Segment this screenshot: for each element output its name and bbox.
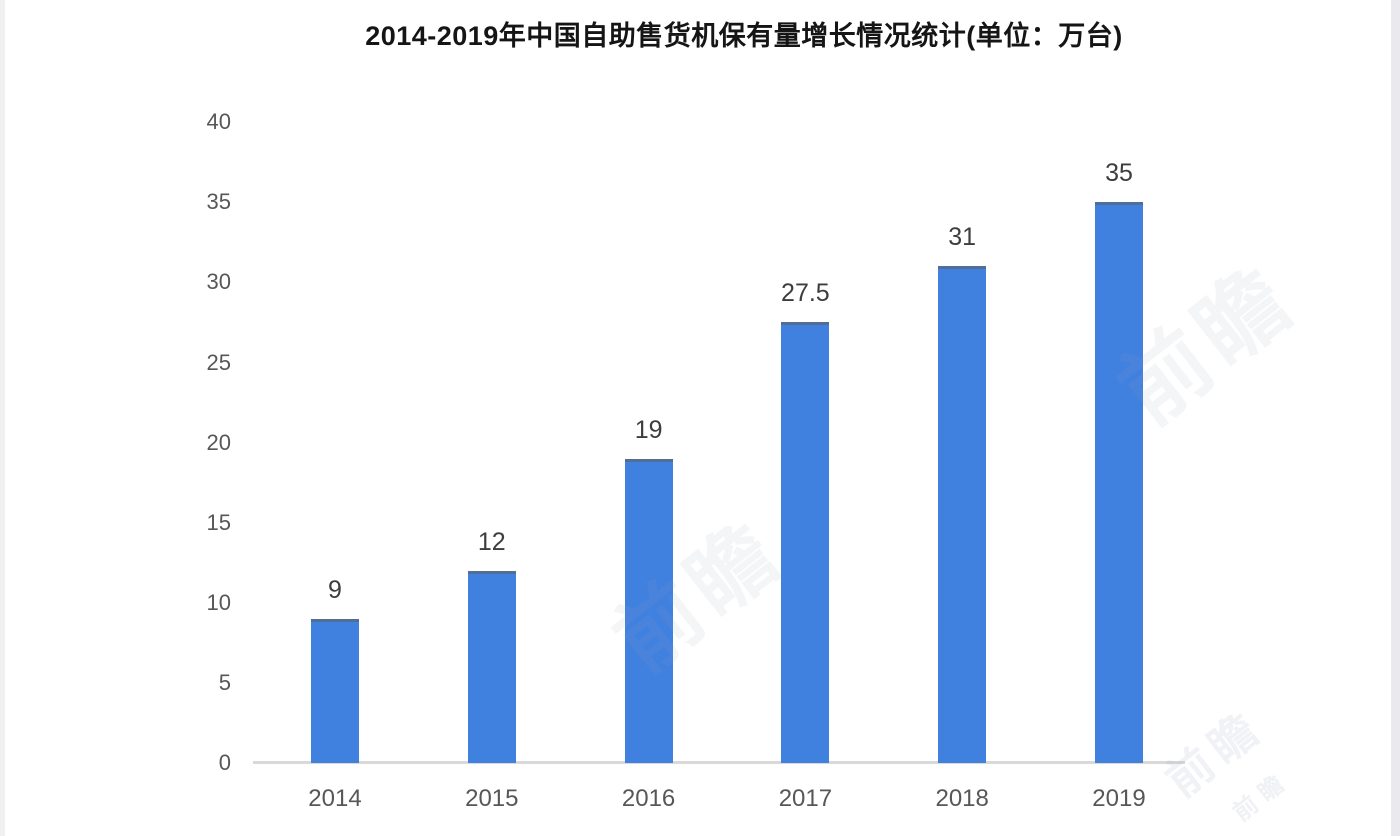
- bar-value-label: 9: [328, 575, 342, 604]
- left-edge-shade: [0, 0, 5, 836]
- watermark: 前瞻: [1228, 766, 1296, 827]
- chart-title: 2014-2019年中国自助售货机保有量增长情况统计(单位：万台): [365, 21, 1123, 51]
- bar-value-label: 19: [634, 415, 663, 444]
- y-axis-tick-label: 15: [206, 509, 231, 535]
- y-axis-tick-label: 5: [218, 669, 231, 695]
- y-axis-tick-label: 35: [206, 189, 231, 215]
- bar-2019: [1095, 202, 1143, 763]
- y-axis-tick-label: 40: [206, 109, 231, 135]
- bar-2016: [624, 458, 673, 763]
- x-axis-label: 2016: [621, 785, 676, 812]
- y-axis-tick-label: 25: [206, 349, 231, 375]
- y-axis-tick-label: 30: [206, 269, 231, 295]
- bar-2018: [938, 266, 987, 763]
- bar-value-label: 35: [1105, 159, 1133, 188]
- bar-2015: [467, 570, 516, 763]
- x-axis-label: 2015: [465, 785, 519, 812]
- bar-2014: [311, 618, 359, 763]
- x-axis-label: 2019: [1092, 785, 1146, 812]
- bar-value-label: 31: [948, 223, 977, 252]
- x-axis-label: 2017: [778, 785, 833, 812]
- y-axis-tick-label: 20: [206, 429, 231, 455]
- x-axis-label: 2018: [935, 785, 989, 812]
- bar-value-label: 12: [477, 527, 506, 556]
- x-axis-line: [253, 761, 1185, 764]
- bar-value-label: 27.5: [781, 279, 830, 308]
- y-axis-tick-label: 10: [206, 589, 231, 615]
- y-axis-tick-label: 0: [218, 750, 231, 775]
- bar-2017: [781, 322, 830, 763]
- watermark: 前瞻: [597, 502, 801, 690]
- right-edge-shade: [1391, 0, 1400, 836]
- x-axis-label: 2014: [308, 785, 362, 812]
